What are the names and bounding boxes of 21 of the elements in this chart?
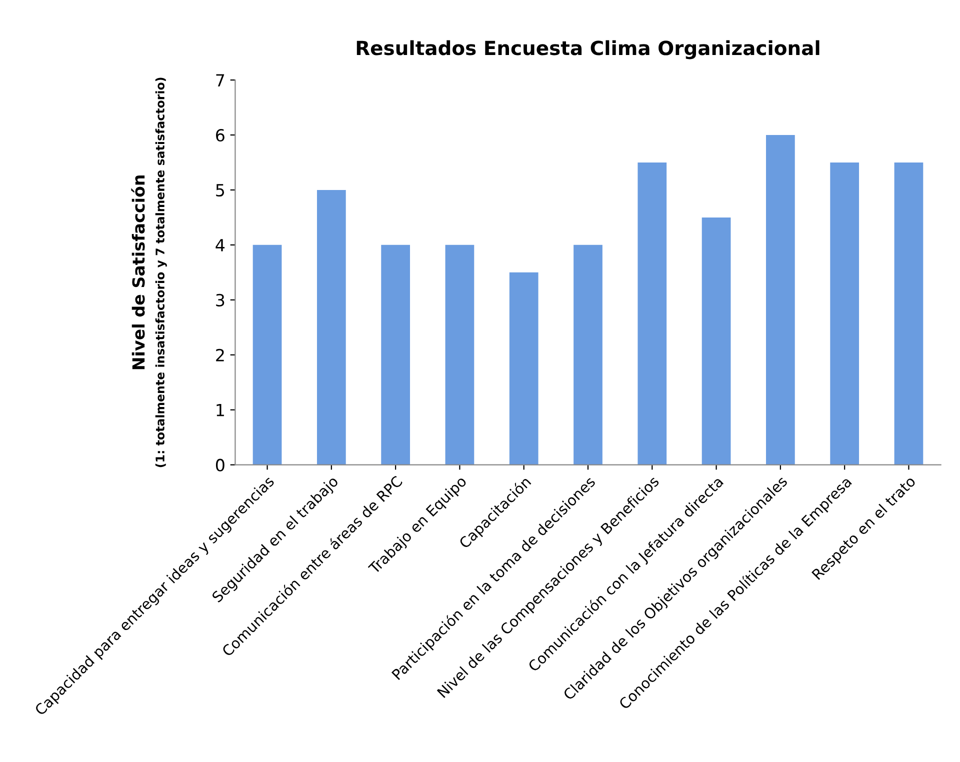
bar	[766, 134, 795, 465]
bar	[252, 244, 282, 465]
y-tick-label: 5	[216, 184, 224, 197]
y-tick-label: 1	[216, 404, 224, 416]
bar	[894, 162, 924, 465]
y-tick-label: 3	[216, 294, 224, 306]
bar	[316, 190, 346, 465]
bar	[445, 244, 474, 465]
bar	[830, 162, 860, 465]
y-tick-label: 2	[216, 348, 224, 362]
bar	[509, 272, 538, 465]
y-tick-label: 0	[216, 458, 224, 472]
y-tick-label: 7	[216, 74, 224, 86]
y-tick-label: 4	[216, 239, 225, 252]
bar	[638, 162, 667, 465]
y-tick-label: 6	[216, 128, 224, 142]
y-axis-title: Nivel de Satisfacción (1: totalmente insatisfactorio y 7 totalmente satisfactorio)	[131, 78, 167, 468]
bar	[702, 217, 731, 465]
bar	[381, 244, 410, 465]
bar	[574, 244, 602, 465]
chart-title: Resultados Encuesta Clima Organizacional	[356, 40, 820, 60]
